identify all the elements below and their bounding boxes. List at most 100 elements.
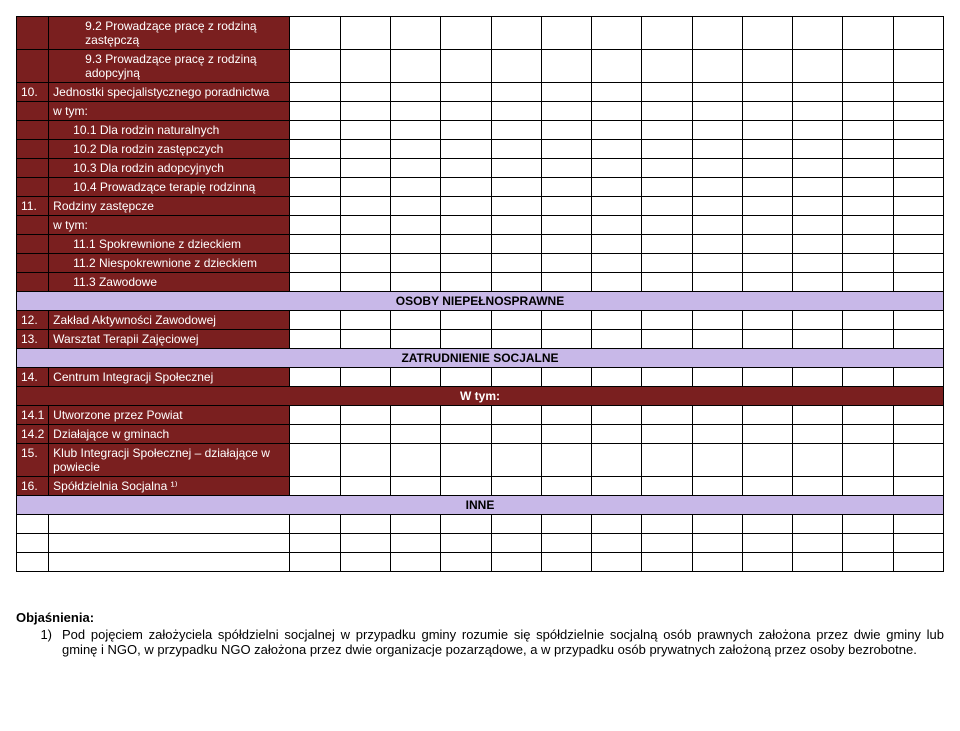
- data-cell: [592, 83, 642, 102]
- data-cell: [340, 254, 390, 273]
- data-cell: [642, 311, 692, 330]
- data-cell: [441, 444, 491, 477]
- data-cell: [843, 159, 893, 178]
- data-cell: [893, 273, 943, 292]
- data-cell: [340, 477, 390, 496]
- row-label: 10.2 Dla rodzin zastępczych: [49, 140, 290, 159]
- data-cell: [692, 406, 742, 425]
- table-row: 11.3 Zawodowe: [17, 273, 944, 292]
- data-cell: [742, 178, 792, 197]
- empty-cell: [391, 515, 441, 534]
- row-number: 15.: [17, 444, 49, 477]
- data-cell: [843, 425, 893, 444]
- data-cell: [541, 140, 591, 159]
- empty-cell: [793, 534, 843, 553]
- data-cell: [541, 330, 591, 349]
- data-cell: [642, 216, 692, 235]
- data-cell: [391, 330, 441, 349]
- data-cell: [491, 330, 541, 349]
- data-cell: [893, 425, 943, 444]
- row-label: 11.3 Zawodowe: [49, 273, 290, 292]
- data-cell: [742, 83, 792, 102]
- data-cell: [642, 159, 692, 178]
- data-cell: [642, 197, 692, 216]
- data-cell: [491, 50, 541, 83]
- data-cell: [843, 235, 893, 254]
- data-cell: [491, 235, 541, 254]
- empty-cell: [340, 534, 390, 553]
- empty-cell: [290, 534, 340, 553]
- empty-cell: [592, 553, 642, 572]
- data-cell: [742, 50, 792, 83]
- table-row: 9.3 Prowadzące pracę z rodziną adopcyjną: [17, 50, 944, 83]
- data-cell: [642, 17, 692, 50]
- data-cell: [491, 216, 541, 235]
- data-cell: [692, 311, 742, 330]
- data-cell: [692, 50, 742, 83]
- table-row: 10.3 Dla rodzin adopcyjnych: [17, 159, 944, 178]
- data-cell: [541, 121, 591, 140]
- empty-cell: [441, 553, 491, 572]
- row-number: [17, 140, 49, 159]
- data-cell: [793, 235, 843, 254]
- row-number: 13.: [17, 330, 49, 349]
- data-cell: [843, 406, 893, 425]
- data-cell: [893, 330, 943, 349]
- data-cell: [843, 102, 893, 121]
- data-cell: [340, 273, 390, 292]
- data-cell: [843, 83, 893, 102]
- empty-cell: [843, 534, 893, 553]
- data-cell: [793, 159, 843, 178]
- data-cell: [793, 121, 843, 140]
- data-cell: [793, 50, 843, 83]
- data-cell: [592, 216, 642, 235]
- data-cell: [340, 83, 390, 102]
- empty-cell: [592, 515, 642, 534]
- data-cell: [441, 425, 491, 444]
- table-row: 10.2 Dla rodzin zastępczych: [17, 140, 944, 159]
- data-cell: [290, 178, 340, 197]
- empty-cell: [290, 553, 340, 572]
- data-cell: [441, 311, 491, 330]
- data-cell: [592, 368, 642, 387]
- data-cell: [592, 235, 642, 254]
- table-row: 10.4 Prowadzące terapię rodzinną: [17, 178, 944, 197]
- table-row: 9.2 Prowadzące pracę z rodziną zastępczą: [17, 17, 944, 50]
- explanation-block: Objaśnienia: 1) Pod pojęciem założyciela…: [16, 610, 944, 657]
- data-cell: [391, 197, 441, 216]
- data-cell: [290, 17, 340, 50]
- data-cell: [541, 159, 591, 178]
- data-cell: [692, 178, 742, 197]
- data-cell: [340, 17, 390, 50]
- data-cell: [692, 273, 742, 292]
- data-cell: [893, 140, 943, 159]
- data-cell: [592, 102, 642, 121]
- data-cell: [742, 330, 792, 349]
- data-cell: [592, 121, 642, 140]
- data-cell: [642, 444, 692, 477]
- data-cell: [541, 216, 591, 235]
- data-cell: [541, 235, 591, 254]
- data-cell: [391, 444, 441, 477]
- data-cell: [793, 425, 843, 444]
- data-cell: [391, 477, 441, 496]
- row-label: 11.2 Niespokrewnione z dzieckiem: [49, 254, 290, 273]
- data-cell: [793, 330, 843, 349]
- data-cell: [843, 311, 893, 330]
- data-cell: [391, 311, 441, 330]
- data-cell: [843, 50, 893, 83]
- data-cell: [742, 425, 792, 444]
- empty-cell: [541, 534, 591, 553]
- data-cell: [541, 17, 591, 50]
- data-cell: [491, 83, 541, 102]
- data-cell: [441, 330, 491, 349]
- data-cell: [391, 140, 441, 159]
- empty-cell: [692, 534, 742, 553]
- row-number: 10.: [17, 83, 49, 102]
- data-cell: [843, 330, 893, 349]
- row-label: Zakład Aktywności Zawodowej: [49, 311, 290, 330]
- data-cell: [893, 368, 943, 387]
- data-cell: [290, 83, 340, 102]
- row-label: 10.3 Dla rodzin adopcyjnych: [49, 159, 290, 178]
- data-cell: [391, 425, 441, 444]
